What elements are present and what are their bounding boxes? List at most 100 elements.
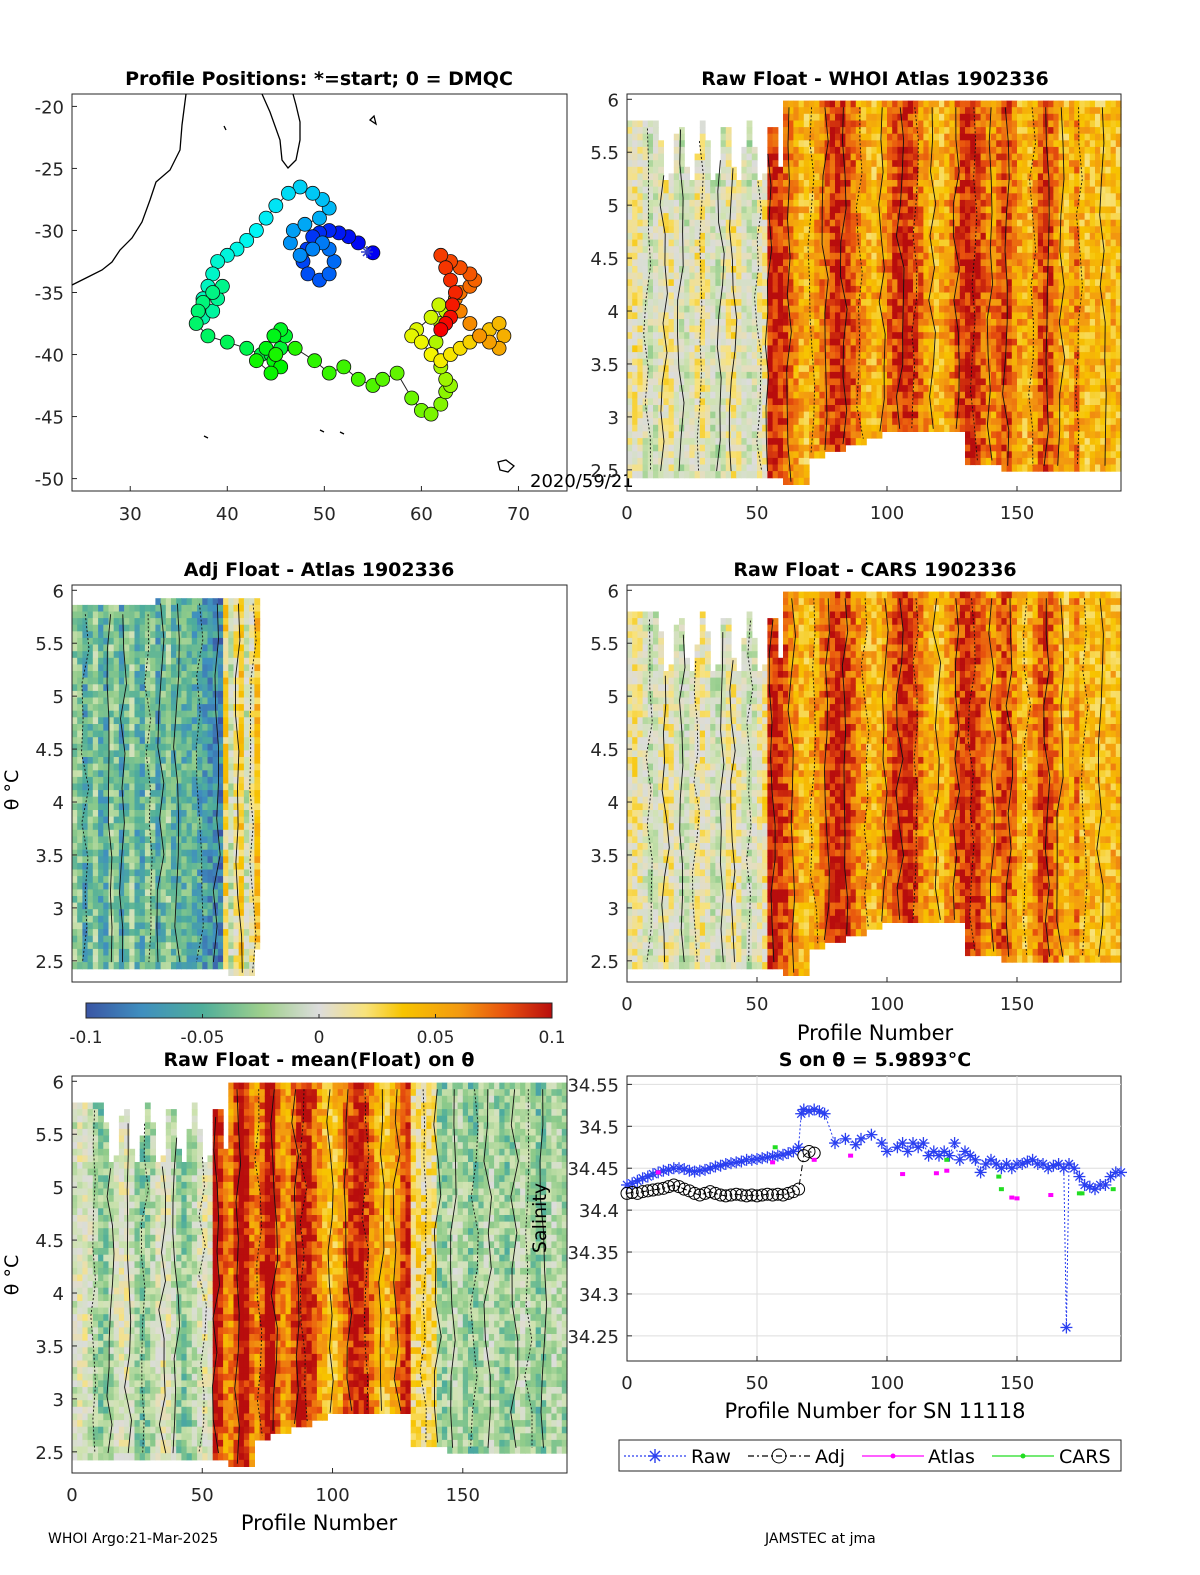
heatmap-cell — [829, 338, 836, 346]
heatmap-cell — [902, 424, 909, 432]
heatmap-cell — [1058, 352, 1065, 360]
heatmap-cell — [1032, 266, 1039, 274]
heatmap-cell — [991, 378, 997, 386]
heatmap-cell — [824, 259, 831, 267]
heatmap-cell — [975, 127, 982, 135]
heatmap-cell — [684, 358, 690, 366]
heatmap-cell — [673, 186, 680, 194]
heatmap-cell — [793, 299, 800, 307]
heatmap-cell — [850, 378, 857, 386]
heatmap-cell — [965, 405, 971, 413]
heatmap-cell — [861, 431, 867, 439]
heatmap-cell — [746, 285, 753, 294]
heatmap-cell — [1001, 146, 1008, 155]
heatmap-cell — [705, 180, 711, 188]
heatmap-cell — [1011, 133, 1018, 141]
heatmap-cell — [1001, 405, 1008, 413]
heatmap-cell — [949, 239, 956, 247]
heatmap-cell — [933, 352, 940, 360]
heatmap-cell — [694, 464, 701, 472]
heatmap-cell — [996, 186, 1002, 194]
heatmap-cell — [705, 213, 711, 221]
heatmap-cell — [1011, 424, 1018, 432]
heatmap-cell — [829, 358, 836, 366]
heatmap-cell — [751, 206, 758, 214]
heatmap-cell — [991, 457, 997, 466]
heatmap-cell — [788, 186, 794, 194]
heatmap-cell — [746, 166, 753, 174]
heatmap-cell — [1043, 431, 1049, 439]
heatmap-cell — [1032, 206, 1039, 214]
heatmap-cell — [965, 166, 971, 174]
heatmap-cell — [699, 464, 706, 472]
heatmap-cell — [757, 279, 763, 287]
float-position-point — [263, 365, 279, 381]
heatmap-cell — [991, 345, 997, 353]
heatmap-cell — [1084, 292, 1091, 300]
heatmap-cell — [1006, 457, 1013, 466]
heatmap-cell — [845, 133, 852, 141]
heatmap-cell — [933, 411, 940, 419]
heatmap-cell — [939, 127, 945, 135]
heatmap-cell — [1058, 371, 1065, 380]
heatmap-cell — [1011, 391, 1018, 399]
heatmap-cell — [897, 292, 904, 300]
heatmap-cell — [736, 305, 742, 313]
heatmap-cell — [731, 232, 737, 241]
heatmap-cell — [1048, 219, 1054, 227]
heatmap-cell — [1032, 345, 1039, 353]
heatmap-cell — [1032, 444, 1039, 452]
heatmap-cell — [647, 259, 654, 267]
heatmap-cell — [923, 153, 930, 161]
heatmap-cell — [725, 385, 732, 393]
heatmap-cell — [819, 166, 826, 174]
heatmap-cell — [1069, 213, 1075, 221]
heatmap-cell — [1095, 133, 1101, 141]
heatmap-cell — [1048, 146, 1054, 155]
heatmap-cell — [699, 358, 706, 366]
heatmap-cell — [715, 299, 722, 307]
heatmap-cell — [772, 133, 779, 141]
heatmap-cell — [1043, 199, 1049, 208]
heatmap-cell — [627, 219, 633, 227]
heatmap-cell — [632, 345, 638, 353]
heatmap-cell — [777, 186, 784, 194]
heatmap-cell — [632, 246, 638, 254]
heatmap-cell — [835, 193, 841, 201]
heatmap-cell — [1100, 266, 1106, 274]
map-y-tick-label: -45 — [35, 408, 64, 429]
heatmap-cell — [679, 444, 685, 452]
heatmap-cell — [762, 457, 768, 466]
heatmap-cell — [824, 438, 831, 446]
heatmap-cell — [684, 424, 690, 432]
heatmap-cell — [757, 418, 763, 426]
heatmap-cell — [679, 471, 685, 479]
heatmap-cell — [1048, 193, 1054, 201]
heatmap-cell — [1022, 100, 1028, 108]
heatmap-cell — [1079, 358, 1086, 366]
heatmap-cell — [824, 398, 831, 406]
heatmap-cell — [1011, 305, 1018, 313]
heatmap-cell — [1027, 444, 1034, 452]
heatmap-cell — [684, 405, 690, 413]
heatmap-cell — [954, 213, 961, 221]
heatmap-cell — [892, 378, 898, 386]
heatmap-cell — [627, 160, 633, 168]
heatmap-cell — [627, 411, 633, 419]
heatmap-cell — [819, 173, 826, 181]
heatmap-cell — [819, 266, 826, 274]
heatmap-cell — [824, 107, 831, 115]
heatmap-cell — [647, 166, 654, 174]
heatmap-cell — [777, 279, 784, 287]
heatmap-cell — [928, 232, 935, 241]
heatmap-cell — [980, 193, 987, 201]
heatmap-cell — [647, 424, 654, 432]
heatmap-cell — [668, 358, 675, 366]
heatmap-cell — [1043, 411, 1049, 419]
heatmap-cell — [918, 378, 924, 386]
heatmap-cell — [902, 418, 909, 426]
heatmap-cell — [746, 385, 753, 393]
heatmap-cell — [798, 451, 805, 459]
heatmap-cell — [699, 140, 706, 148]
heatmap-cell — [757, 305, 763, 313]
